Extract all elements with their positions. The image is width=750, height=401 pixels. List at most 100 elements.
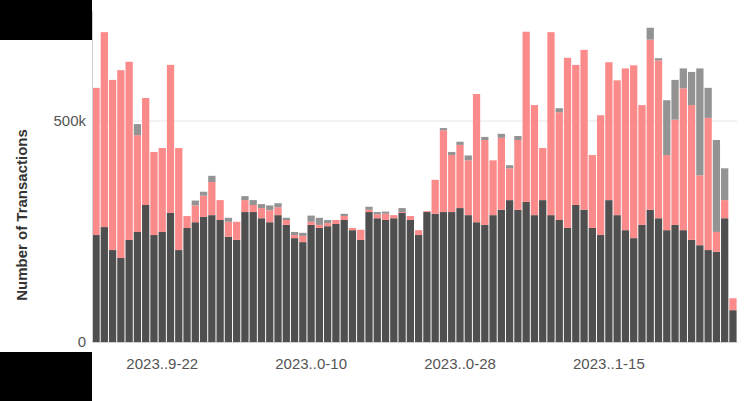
bar [514,136,521,140]
bar [316,228,323,342]
bar [671,120,678,225]
bar [283,218,290,220]
bar [324,223,331,226]
bar [498,210,505,342]
bar [704,250,711,342]
bar [547,32,554,33]
bar [688,105,695,240]
tick: 2023..9-22 [126,342,198,372]
bar [473,222,480,342]
bar [183,216,190,217]
bar [523,32,530,202]
bar [696,245,703,342]
bar [332,220,339,224]
redaction [0,352,92,401]
bar [283,225,290,342]
bar [630,238,637,342]
bar [332,220,339,221]
bar [514,140,521,210]
bar [415,235,422,342]
bar [250,205,257,212]
bar [316,218,323,225]
bar [274,203,281,207]
bar [134,135,141,232]
bar [349,227,356,228]
bar [713,140,720,232]
bar [721,200,728,218]
bar [415,230,422,231]
bar [357,240,364,342]
tick-label: 500k [53,112,86,129]
bar [506,200,513,342]
bar [489,215,496,342]
bar [382,220,389,342]
tick: 0 [78,333,92,350]
bar [415,230,422,235]
bar [630,65,637,66]
bar [382,212,389,214]
bar [448,212,455,342]
bar [192,222,199,342]
bars [92,28,736,342]
tick-label: 2023..1-15 [573,355,645,372]
bar [713,252,720,342]
bar [200,196,207,217]
bar [514,210,521,342]
redaction [0,0,92,40]
bar [407,220,414,342]
bar [225,222,232,237]
bar [250,212,257,342]
bar [233,222,240,240]
bar [101,227,108,342]
bar [175,148,182,250]
bar [589,155,596,228]
bar [283,220,290,225]
bar [597,235,604,342]
bar [440,128,447,130]
bar [423,211,430,212]
bar [341,214,348,216]
bar [365,207,372,210]
tick-label: 2023..0-10 [275,355,347,372]
bar [614,80,621,81]
bar [382,214,389,220]
bar [473,94,480,222]
series [134,28,729,236]
bar [440,212,447,342]
bar [465,215,472,342]
bar [440,130,447,212]
bar [365,210,372,212]
bar [531,215,538,342]
bar [556,220,563,342]
bar [572,205,579,342]
bar [266,210,273,222]
bar [671,225,678,342]
y-axis: 0 500k [53,11,92,350]
bar [233,221,240,222]
bar [721,218,728,342]
bar [398,213,405,342]
bar [638,225,645,342]
bar [564,228,571,342]
bar [713,232,720,252]
bar [547,32,554,215]
bar [506,168,513,200]
bar [183,216,190,228]
bar [208,182,215,215]
bar [432,214,439,342]
bar [258,208,265,218]
bar [506,165,513,168]
bar [241,200,248,212]
bar [531,105,538,215]
bar [465,160,472,215]
bar [704,118,711,250]
bar [539,200,546,342]
bar [332,224,339,342]
bar [274,215,281,342]
bar [729,298,736,310]
bar [448,155,455,212]
bar [456,208,463,342]
bar [291,232,298,235]
bar [539,148,546,200]
bar [125,61,132,62]
